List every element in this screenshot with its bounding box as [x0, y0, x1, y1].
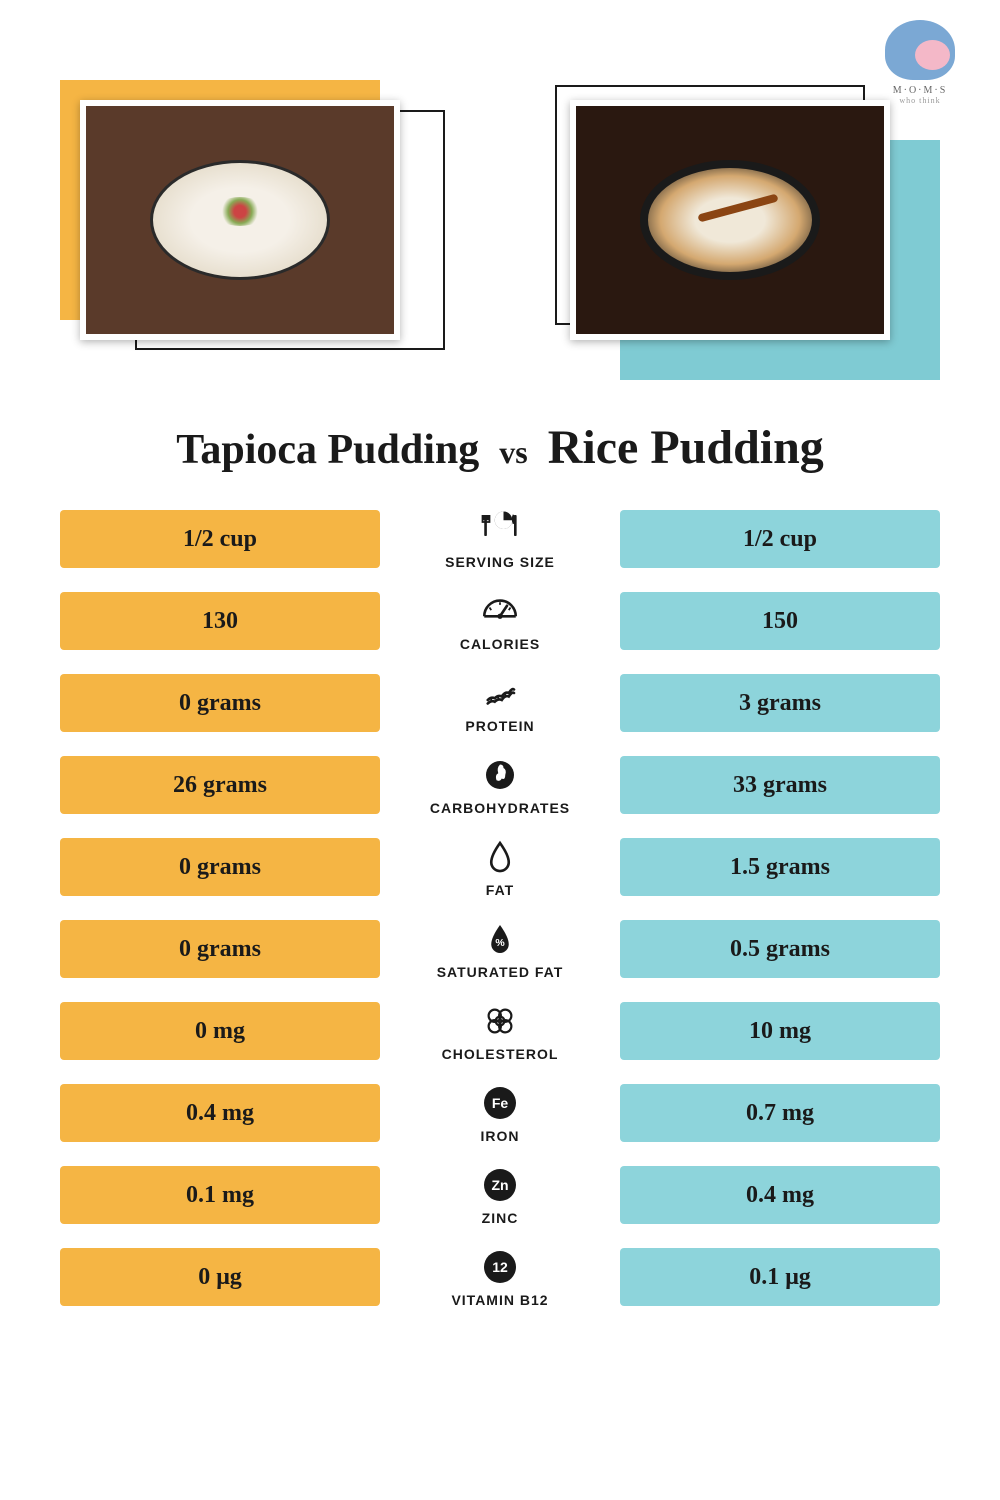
logo-bird-icon: [885, 20, 955, 80]
nutrient-label: PROTEIN: [465, 718, 534, 734]
comparison-row: 0 grams% SATURATED FAT 0.5 grams: [60, 915, 940, 983]
logo-text: M·O·M·S: [893, 85, 948, 96]
left-value: 0.1 mg: [60, 1166, 380, 1224]
nutrient-label: IRON: [481, 1128, 520, 1144]
calories-icon: [479, 590, 521, 632]
left-title: Tapioca Pudding: [176, 426, 479, 474]
middle-column: Fe IRON: [400, 1082, 600, 1144]
right-value: 0.7 mg: [620, 1084, 940, 1142]
middle-column: 12 VITAMIN B12: [400, 1246, 600, 1308]
middle-column: PROTEIN: [400, 672, 600, 734]
b12-icon-circle: 12: [484, 1251, 516, 1283]
svg-text:%: %: [495, 937, 505, 949]
left-value: 0.4 mg: [60, 1084, 380, 1142]
comparison-row: 0.1 mg Zn ZINC 0.4 mg: [60, 1161, 940, 1229]
comparison-row: 26 grams CARBOHYDRATES 33 grams: [60, 751, 940, 819]
middle-column: CARBOHYDRATES: [400, 754, 600, 816]
comparison-row: 0 grams PROTEIN 3 grams: [60, 669, 940, 737]
left-image-container: [80, 100, 430, 360]
comparison-table: 1/2 cup SERVING SIZE 1/2 cup 130 CALORIES 150…: [60, 505, 940, 1311]
left-value: 130: [60, 592, 380, 650]
left-value: 0 mg: [60, 1002, 380, 1060]
zinc-icon-circle: Zn: [484, 1169, 516, 1201]
left-value: 26 grams: [60, 756, 380, 814]
middle-column: % SATURATED FAT: [400, 918, 600, 980]
nutrient-label: CALORIES: [460, 636, 540, 652]
right-value: 1.5 grams: [620, 838, 940, 896]
right-value: 33 grams: [620, 756, 940, 814]
nutrient-label: SERVING SIZE: [445, 554, 555, 570]
carbs-icon: [479, 754, 521, 796]
right-value: 10 mg: [620, 1002, 940, 1060]
right-value: 3 grams: [620, 674, 940, 732]
tapioca-pudding-image: [80, 100, 400, 340]
comparison-row: 0 μg 12 VITAMIN B12 0.1 μg: [60, 1243, 940, 1311]
iron-icon: Fe: [479, 1082, 521, 1124]
cholesterol-icon: [479, 1000, 521, 1042]
right-value: 0.1 μg: [620, 1248, 940, 1306]
nutrient-label: SATURATED FAT: [437, 964, 564, 980]
fat-icon: [479, 836, 521, 878]
right-value: 150: [620, 592, 940, 650]
comparison-row: 130 CALORIES 150: [60, 587, 940, 655]
left-value: 0 grams: [60, 674, 380, 732]
left-value: 1/2 cup: [60, 510, 380, 568]
nutrient-label: FAT: [486, 882, 514, 898]
protein-icon: [479, 672, 521, 714]
right-image-container: [570, 100, 920, 360]
satfat-icon: %: [479, 918, 521, 960]
rice-pudding-image: [570, 100, 890, 340]
nutrient-label: ZINC: [482, 1210, 519, 1226]
images-row: [60, 100, 940, 360]
zinc-icon: Zn: [479, 1164, 521, 1206]
tapioca-bowl-illustration: [150, 160, 330, 280]
vs-text: vs: [499, 434, 527, 471]
nutrient-label: VITAMIN B12: [451, 1292, 548, 1308]
right-value: 0.4 mg: [620, 1166, 940, 1224]
comparison-row: 1/2 cup SERVING SIZE 1/2 cup: [60, 505, 940, 573]
right-title: Rice Pudding: [548, 420, 824, 475]
comparison-row: 0 mg CHOLESTEROL 10 mg: [60, 997, 940, 1065]
middle-column: CHOLESTEROL: [400, 1000, 600, 1062]
comparison-row: 0 grams FAT 1.5 grams: [60, 833, 940, 901]
middle-column: FAT: [400, 836, 600, 898]
iron-icon-circle: Fe: [484, 1087, 516, 1119]
comparison-row: 0.4 mg Fe IRON 0.7 mg: [60, 1079, 940, 1147]
b12-icon: 12: [479, 1246, 521, 1288]
middle-column: SERVING SIZE: [400, 508, 600, 570]
middle-column: CALORIES: [400, 590, 600, 652]
right-value: 0.5 grams: [620, 920, 940, 978]
comparison-title-row: Tapioca Pudding vs Rice Pudding: [60, 420, 940, 475]
rice-bowl-illustration: [640, 160, 820, 280]
serving-icon: [479, 508, 521, 550]
left-value: 0 μg: [60, 1248, 380, 1306]
nutrient-label: CHOLESTEROL: [442, 1046, 559, 1062]
left-value: 0 grams: [60, 838, 380, 896]
middle-column: Zn ZINC: [400, 1164, 600, 1226]
right-value: 1/2 cup: [620, 510, 940, 568]
left-value: 0 grams: [60, 920, 380, 978]
nutrient-label: CARBOHYDRATES: [430, 800, 570, 816]
